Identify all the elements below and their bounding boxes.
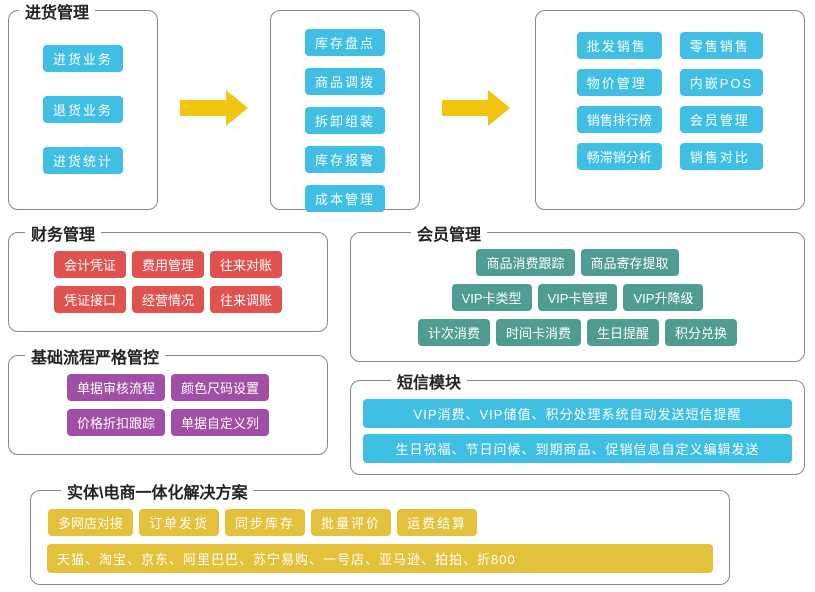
pill-fin-5: 往来调账 [210, 286, 282, 313]
panel-sms: 短信模块 VIP消费、VIP储值、积分处理系统自动发送短信提醒 生日祝福、节日问… [350, 380, 805, 475]
pill-inv-1: 商品调拨 [305, 68, 385, 95]
pill-mem-22: 生日提醒 [587, 319, 659, 346]
arrow-1-body [180, 100, 228, 116]
panel-process-title: 基础流程严格管控 [25, 344, 165, 368]
panel-ecom-title: 实体\电商一体化解决方案 [61, 479, 253, 503]
pill-ecom-2: 同步库存 [225, 509, 305, 536]
pill-mem-00: 商品消费跟踪 [476, 249, 574, 276]
pill-proc-1: 颜色尺码设置 [171, 374, 269, 401]
ecom-line: 天猫、淘宝、京东、阿里巴巴、苏宁易购、一号店、亚马逊、拍拍、折800 [47, 544, 713, 573]
panel-finance: 财务管理 会计凭证 费用管理 往来对账 凭证接口 经营情况 往来调账 [8, 232, 328, 332]
pill-mem-01: 商品寄存提取 [581, 249, 679, 276]
panel-sales: 批发销售 物价管理 销售排行榜 畅滞销分析 零售销售 内嵌POS 会员管理 销售… [535, 10, 805, 210]
pill-fin-1: 费用管理 [132, 251, 204, 278]
pill-ecom-0: 多网店对接 [48, 509, 133, 536]
pill-fin-0: 会计凭证 [54, 251, 126, 278]
arrow-2-body [442, 100, 490, 116]
panel-inventory: 库存盘点 商品调拨 拆卸组装 库存报警 成本管理 [270, 10, 420, 210]
panel-sms-title: 短信模块 [391, 369, 467, 393]
sms-line-0: VIP消费、VIP储值、积分处理系统自动发送短信提醒 [363, 399, 792, 428]
pill-mem-23: 积分兑换 [665, 319, 737, 346]
pill-fin-3: 凭证接口 [54, 286, 126, 313]
pill-ecom-4: 运费结算 [397, 509, 477, 536]
pill-mem-20: 计次消费 [418, 319, 490, 346]
pill-mem-11: VIP卡管理 [538, 284, 618, 311]
sms-line-1: 生日祝福、节日问候、到期商品、促销信息自定义编辑发送 [363, 434, 792, 463]
pill-sales-r0: 零售销售 [680, 32, 763, 59]
pill-ecom-3: 批量评价 [311, 509, 391, 536]
panel-member: 会员管理 商品消费跟踪 商品寄存提取 VIP卡类型 VIP卡管理 VIP升降级 … [350, 232, 805, 362]
pill-inv-4: 成本管理 [305, 185, 385, 212]
pill-fin-4: 经营情况 [132, 286, 204, 313]
pill-sales-l0: 批发销售 [577, 32, 662, 59]
pill-sales-r2: 会员管理 [680, 106, 763, 133]
pill-purchase-2: 进货统计 [43, 147, 123, 174]
pill-sales-l3: 畅滞销分析 [577, 143, 662, 170]
pill-sales-l2: 销售排行榜 [577, 106, 662, 133]
pill-purchase-0: 进货业务 [43, 45, 123, 72]
pill-mem-10: VIP卡类型 [452, 284, 532, 311]
pill-mem-21: 时间卡消费 [496, 319, 581, 346]
arrow-1-head [226, 90, 248, 126]
pill-proc-2: 价格折扣跟踪 [67, 409, 165, 436]
panel-purchase-title: 进货管理 [19, 0, 95, 23]
panel-finance-title: 财务管理 [25, 221, 101, 245]
pill-sales-r1: 内嵌POS [680, 69, 763, 96]
panel-process: 基础流程严格管控 单据审核流程 颜色尺码设置 价格折扣跟踪 单据自定义列 [8, 355, 328, 455]
pill-proc-0: 单据审核流程 [67, 374, 165, 401]
panel-purchase: 进货管理 进货业务 退货业务 进货统计 [8, 10, 158, 210]
pill-inv-0: 库存盘点 [305, 29, 385, 56]
pill-sales-l1: 物价管理 [577, 69, 662, 96]
pill-inv-3: 库存报警 [305, 146, 385, 173]
pill-purchase-1: 退货业务 [43, 96, 123, 123]
panel-ecom: 实体\电商一体化解决方案 多网店对接 订单发货 同步库存 批量评价 运费结算 天… [30, 490, 730, 585]
arrow-2-head [488, 90, 510, 126]
pill-mem-12: VIP升降级 [623, 284, 703, 311]
pill-fin-2: 往来对账 [210, 251, 282, 278]
pill-proc-3: 单据自定义列 [171, 409, 269, 436]
pill-sales-r3: 销售对比 [680, 143, 763, 170]
pill-inv-2: 拆卸组装 [305, 107, 385, 134]
panel-member-title: 会员管理 [411, 221, 487, 245]
pill-ecom-1: 订单发货 [139, 509, 219, 536]
